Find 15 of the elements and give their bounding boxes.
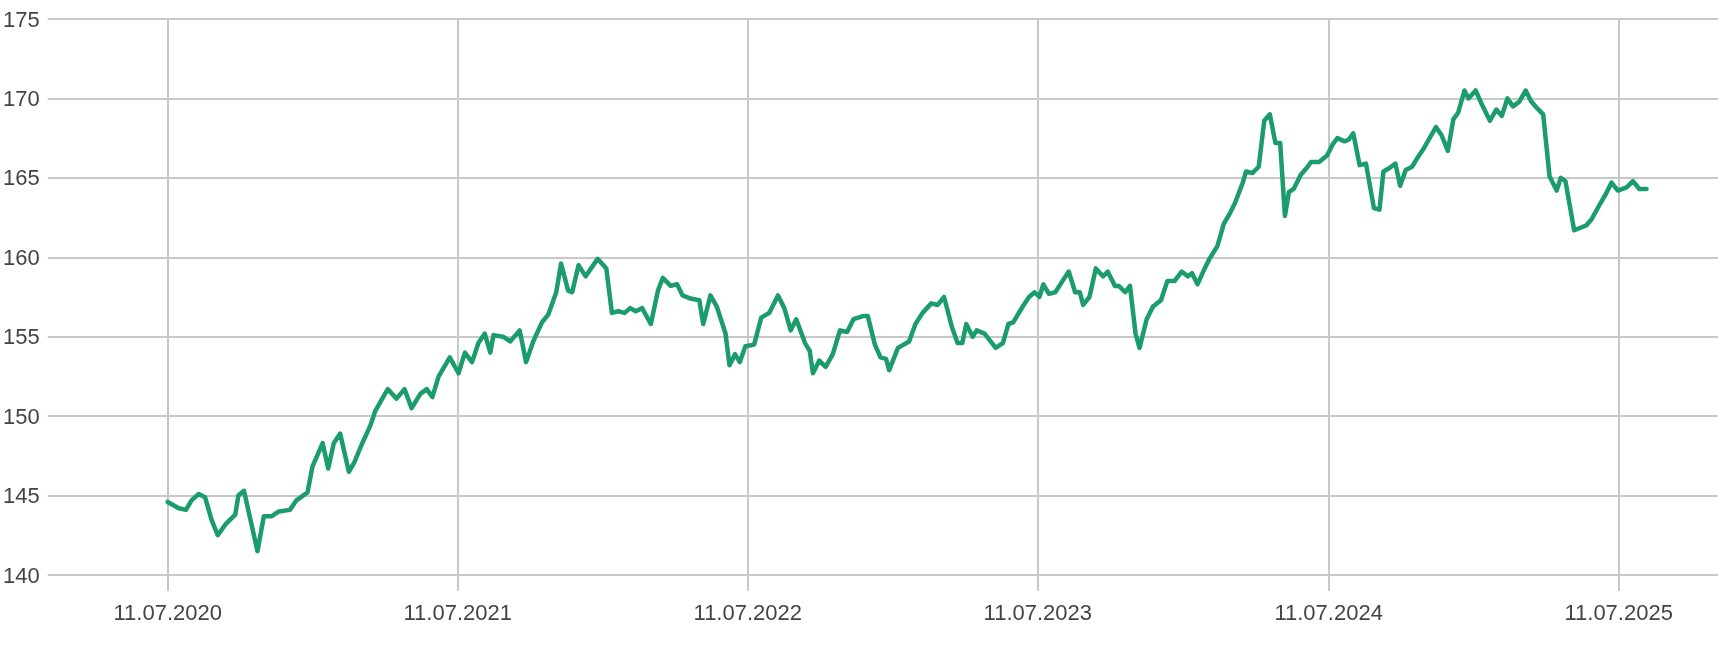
y-tick-label: 165 bbox=[2, 165, 40, 191]
x-tick-label: 11.07.2023 bbox=[983, 599, 1093, 625]
y-tick-label: 170 bbox=[2, 85, 40, 111]
x-tick-label: 11.07.2022 bbox=[693, 599, 803, 625]
line-series bbox=[165, 88, 1649, 554]
x-tick-label: 11.07.2025 bbox=[1564, 599, 1673, 625]
x-tick-label: 11.07.2024 bbox=[1274, 599, 1383, 625]
y-tick-label: 175 bbox=[2, 6, 40, 32]
y-tick-label: 155 bbox=[2, 324, 40, 350]
x-tick-label: 11.07.2020 bbox=[113, 599, 222, 625]
y-tick-label: 150 bbox=[2, 403, 40, 429]
x-tick-label: 11.07.2021 bbox=[403, 599, 512, 625]
y-tick-label: 145 bbox=[2, 483, 40, 509]
y-tick-label: 160 bbox=[2, 244, 40, 270]
y-tick-label: 140 bbox=[2, 562, 40, 588]
